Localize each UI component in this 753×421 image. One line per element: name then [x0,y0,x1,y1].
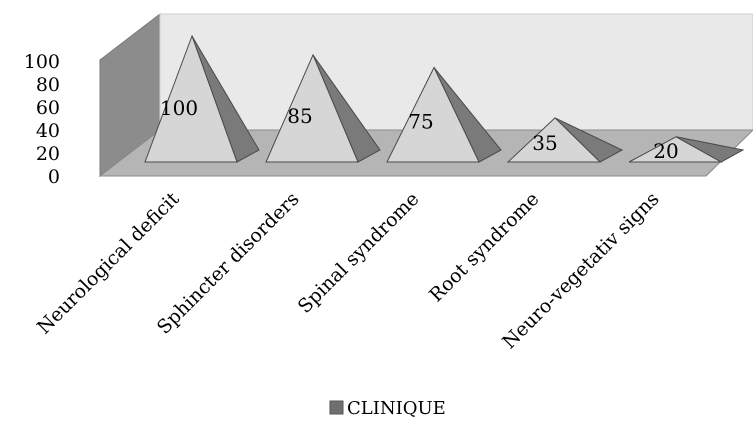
y-tick-label: 80 [36,74,60,96]
pyramid-bar [386,66,480,163]
data-label: 85 [287,104,312,128]
pyramid-bar [265,53,359,163]
data-label: 75 [408,109,433,133]
pyramid-series [144,34,745,163]
data-labels: 100 85 75 35 20 [160,96,679,163]
data-label: 100 [160,96,198,120]
data-label: 35 [532,131,557,155]
x-axis: Neurological deficit Sphincter disorders… [33,188,664,354]
y-axis: 0 20 40 60 80 100 [24,51,60,188]
legend-swatch [329,400,344,415]
y-tick-label: 20 [36,143,60,165]
category-label: Spinal syndrome [294,188,424,318]
pyramid-bar [628,136,723,163]
data-label: 20 [653,139,678,163]
y-tick-label: 60 [36,97,60,119]
pyramid-bar [506,117,602,163]
category-label: Root syndrome [425,188,543,306]
legend-label: CLINIQUE [347,398,446,419]
legend: CLINIQUE [329,398,446,419]
y-tick-label: 100 [24,51,60,73]
y-tick-label: 0 [48,166,60,188]
y-tick-label: 40 [36,120,60,142]
pyramid-bar [144,34,238,163]
